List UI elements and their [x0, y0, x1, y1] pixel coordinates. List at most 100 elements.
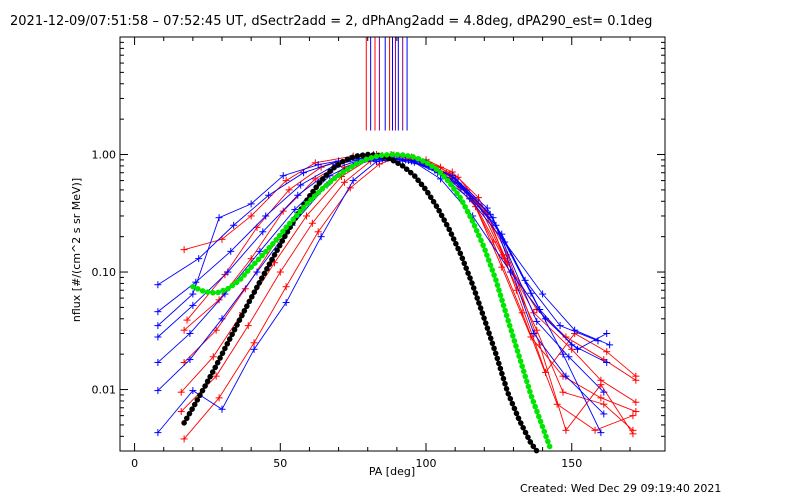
top-marks — [365, 37, 408, 131]
green-model-curve — [190, 151, 555, 454]
data-point — [559, 388, 567, 396]
data-point — [154, 322, 162, 330]
data-point — [215, 394, 223, 402]
data-point — [189, 301, 197, 309]
data-point — [244, 322, 252, 330]
data-point — [154, 358, 162, 366]
data-point — [282, 177, 290, 185]
data-point — [241, 285, 249, 293]
data-point — [591, 426, 599, 434]
x-tick-label: 0 — [131, 457, 138, 470]
data-point — [262, 212, 270, 220]
data-point — [256, 247, 264, 255]
data-point — [632, 398, 640, 406]
data-point — [212, 326, 220, 334]
data-point — [632, 372, 640, 380]
data-point — [308, 219, 316, 227]
data-point — [632, 408, 640, 416]
data-point — [603, 358, 611, 366]
data-point — [250, 345, 258, 353]
data-point — [372, 158, 380, 166]
data-point — [597, 394, 605, 402]
data-point — [209, 353, 217, 361]
data-point — [597, 381, 605, 389]
data-point — [250, 339, 258, 347]
data-point — [189, 290, 197, 298]
y-tick-label: 0.10 — [92, 266, 117, 279]
data-point — [600, 410, 608, 418]
data-point — [265, 191, 273, 199]
data-point — [448, 172, 456, 180]
data-point — [340, 178, 348, 186]
data-point — [291, 206, 299, 214]
series-line — [180, 154, 634, 431]
x-tick-label: 150 — [561, 457, 582, 470]
data-point — [180, 326, 188, 334]
data-point — [247, 212, 255, 220]
data-point — [606, 341, 614, 349]
data-point — [154, 333, 162, 341]
data-point — [154, 387, 162, 395]
black-model-curve — [181, 151, 540, 454]
data-point — [542, 368, 550, 376]
data-point — [568, 341, 576, 349]
data-point — [224, 268, 232, 276]
y-tick-label: 0.01 — [92, 384, 117, 397]
data-point — [629, 412, 637, 420]
data-point — [594, 337, 602, 345]
data-point — [539, 290, 547, 298]
data-point — [177, 388, 185, 396]
data-point — [259, 228, 267, 236]
data-point — [603, 348, 611, 356]
data-point — [562, 333, 570, 341]
data-point — [629, 430, 637, 438]
series-line — [180, 154, 634, 431]
series-line — [157, 157, 599, 342]
data-point — [521, 276, 529, 284]
data-point — [396, 155, 404, 163]
data-point — [227, 247, 235, 255]
data-point — [600, 400, 608, 408]
x-tick-label: 100 — [416, 457, 437, 470]
data-point — [454, 173, 462, 181]
data-point — [314, 161, 322, 169]
y-axis-label: nflux [#/(cm^2 s sr MeV)] — [70, 178, 83, 322]
data-point — [230, 221, 238, 229]
data-point — [600, 388, 608, 396]
data-point — [154, 281, 162, 289]
data-point — [218, 315, 226, 323]
series-line — [183, 155, 637, 412]
axes: 0 50 100 150 0.01 0.10 1.00 — [92, 36, 666, 470]
data-point — [562, 372, 570, 380]
data-point — [297, 181, 305, 189]
data-point — [349, 177, 357, 185]
series-group — [154, 151, 640, 443]
data-point — [533, 317, 541, 325]
data-point — [565, 353, 573, 361]
data-point — [186, 329, 194, 337]
chart-title: 2021-12-09/07:51:58 – 07:52:45 UT, dSect… — [10, 14, 652, 29]
data-point — [603, 329, 611, 337]
data-point — [180, 246, 188, 254]
data-point — [303, 212, 311, 220]
data-point — [498, 263, 506, 271]
data-point — [253, 268, 261, 276]
series-line — [157, 157, 607, 363]
y-tick-label: 1.00 — [92, 149, 117, 162]
data-point — [562, 426, 570, 434]
data-point — [527, 289, 535, 297]
series-line — [157, 158, 602, 433]
data-point — [300, 169, 308, 177]
data-point — [154, 308, 162, 316]
data-point — [212, 372, 220, 380]
x-axis-label: PA [deg] — [369, 465, 415, 478]
data-point — [215, 214, 223, 222]
created-timestamp: Created: Wed Dec 29 09:19:40 2021 — [520, 482, 721, 495]
data-point — [180, 435, 188, 443]
data-point — [195, 255, 203, 263]
data-point — [556, 322, 564, 330]
data-point — [276, 268, 284, 276]
data-point — [294, 191, 302, 199]
data-point — [530, 329, 538, 337]
